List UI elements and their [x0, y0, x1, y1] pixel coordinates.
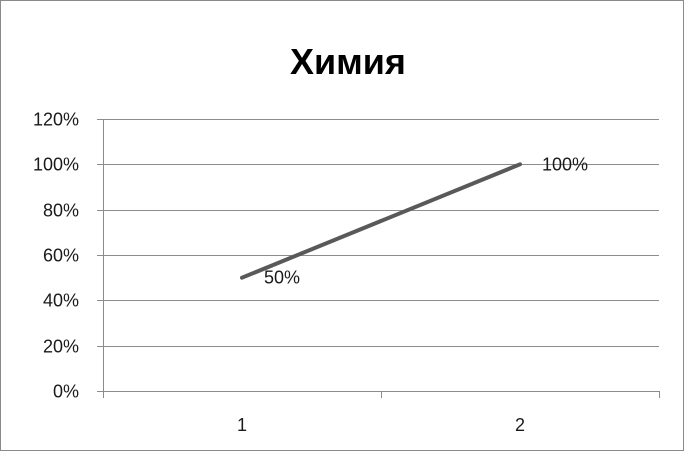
y-tick-label: 40% [43, 291, 79, 311]
y-tick-label: 20% [43, 337, 79, 357]
y-tick-label: 100% [33, 155, 79, 175]
gridlines [103, 119, 659, 392]
x-tick-label: 2 [515, 415, 525, 435]
series-layer [240, 162, 522, 280]
data-label: 50% [264, 268, 300, 288]
y-tick-label: 120% [33, 110, 79, 130]
y-axis-tick-labels: 0% 20% 40% 60% 80% 100% 120% [33, 110, 79, 402]
x-tick-label: 1 [237, 415, 247, 435]
series-line [240, 162, 522, 280]
data-label: 100% [542, 154, 588, 174]
axes [97, 119, 660, 398]
y-tick-label: 80% [43, 201, 79, 221]
data-labels: 50% 100% [264, 154, 588, 287]
chart-title: Химия [290, 41, 406, 82]
y-tick-label: 0% [53, 382, 79, 402]
y-tick-label: 60% [43, 246, 79, 266]
